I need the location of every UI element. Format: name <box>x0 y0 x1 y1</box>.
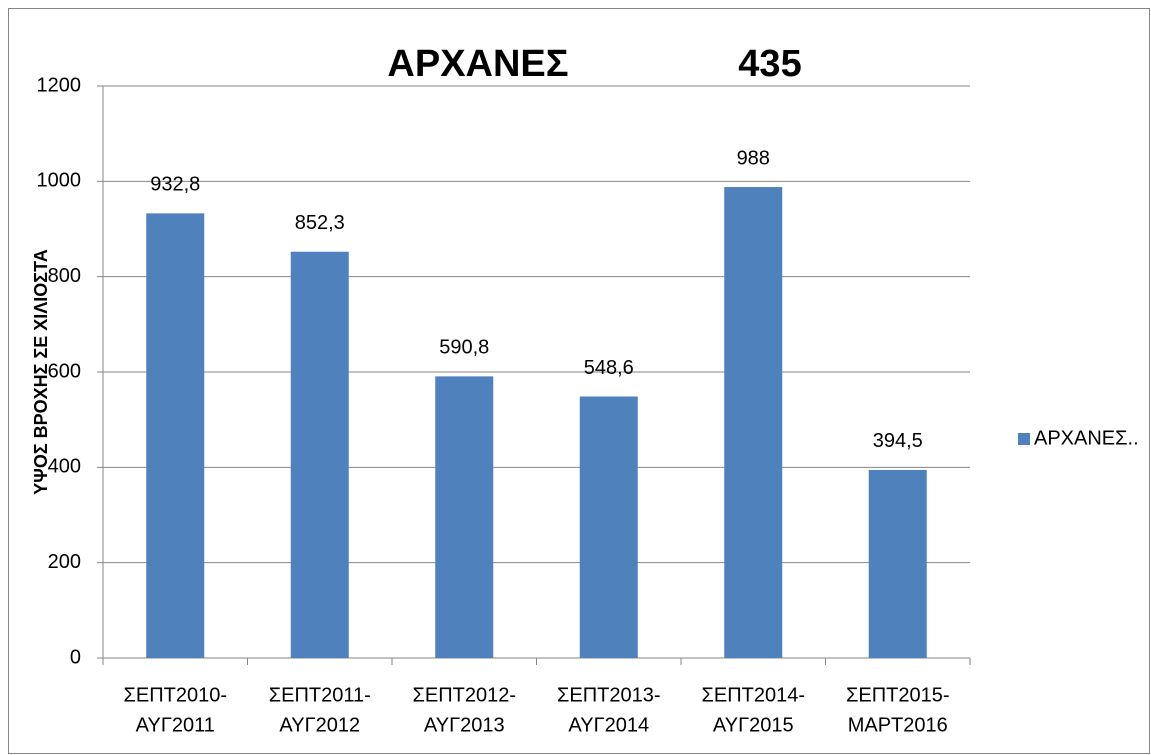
bar <box>290 251 349 658</box>
x-tick-label: ΣΕΠΤ2015- <box>846 684 950 706</box>
y-tick-label: 1200 <box>37 74 82 96</box>
chart-title: ΑΡΧΑΝΕΣ <box>387 43 568 85</box>
value-label: 932,8 <box>150 174 200 196</box>
y-axis-label: ΥΨΟΣ ΒΡΟΧΗΣ ΣΕ ΧΙΛΙΟΣΤΑ <box>31 249 51 494</box>
legend-label: ΑΡΧΑΝΕΣ.. <box>1034 427 1139 449</box>
y-tick-label: 600 <box>48 360 81 382</box>
legend-swatch <box>1018 433 1030 445</box>
x-tick-label: ΣΕΠΤ2012- <box>412 684 516 706</box>
y-tick-label: 800 <box>48 265 81 287</box>
x-tick-label: ΑΥΓ2013 <box>424 714 505 736</box>
value-label: 590,8 <box>439 337 489 359</box>
x-tick-label: ΣΕΠΤ2010- <box>123 684 227 706</box>
x-tick-label: ΑΥΓ2015 <box>713 714 794 736</box>
value-label: 988 <box>737 147 770 169</box>
x-tick-label: ΣΕΠΤ2011- <box>269 684 371 706</box>
bar <box>579 396 638 658</box>
y-tick-label: 200 <box>48 551 81 573</box>
value-label: 548,6 <box>584 357 634 379</box>
y-tick-label: 1000 <box>37 170 82 192</box>
value-label: 394,5 <box>873 430 923 452</box>
x-tick-label: ΣΕΠΤ2013- <box>557 684 661 706</box>
x-tick-label: ΑΥΓ2011 <box>136 714 215 736</box>
value-label: 852,3 <box>295 212 345 234</box>
title-annotation: 435 <box>738 43 801 85</box>
y-tick-label: 400 <box>48 456 81 478</box>
bar <box>724 187 783 658</box>
x-tick-label: ΣΕΠΤ2014- <box>701 684 805 706</box>
y-tick-label: 0 <box>70 646 81 668</box>
x-tick-label: ΜΑΡΤ2016 <box>848 714 948 736</box>
bar <box>435 376 494 658</box>
x-tick-label: ΑΥΓ2012 <box>279 714 360 736</box>
bar <box>146 213 205 658</box>
bar <box>868 469 927 658</box>
x-tick-label: ΑΥΓ2014 <box>568 714 649 736</box>
